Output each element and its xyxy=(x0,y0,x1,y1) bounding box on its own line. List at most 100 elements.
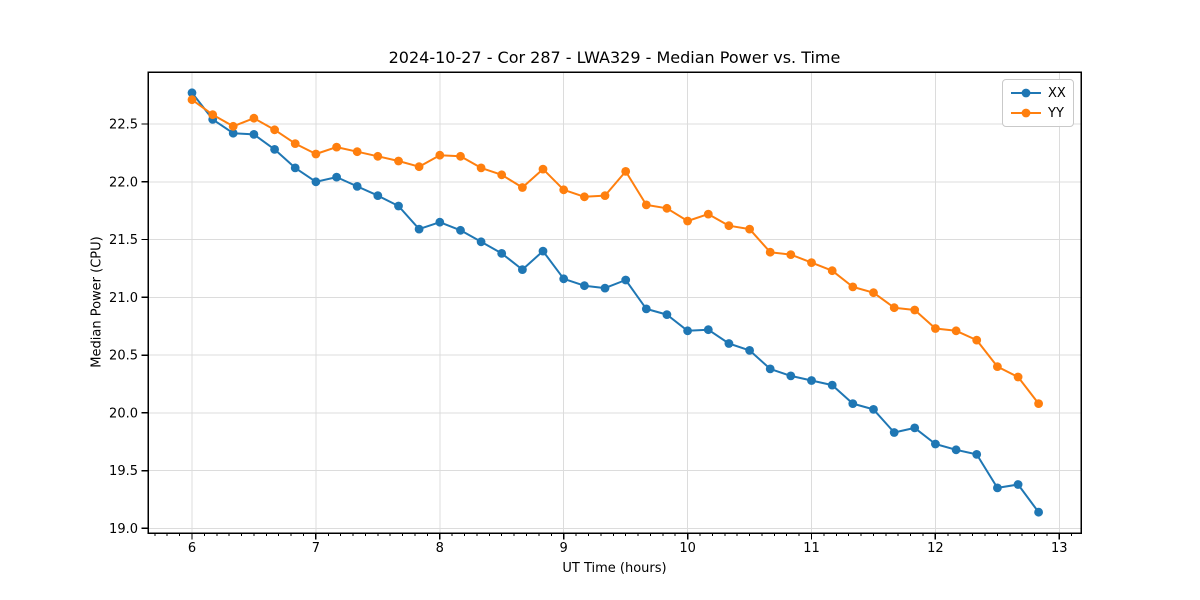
x-tick-label: 6 xyxy=(188,541,196,556)
series-marker-xx xyxy=(476,237,486,247)
series-marker-xx xyxy=(641,304,651,314)
y-tick-label: 20.0 xyxy=(109,406,138,421)
series-marker-xx xyxy=(311,177,321,187)
series-marker-yy xyxy=(249,113,259,123)
series-marker-yy xyxy=(497,170,507,180)
series-marker-xx xyxy=(910,423,920,433)
legend-line-marker-xx-icon xyxy=(1011,88,1041,98)
series-marker-yy xyxy=(848,282,858,292)
series-marker-xx xyxy=(456,225,465,235)
series-marker-yy xyxy=(662,203,672,213)
series-marker-yy xyxy=(290,139,300,149)
series-marker-xx xyxy=(745,346,754,355)
series-marker-xx xyxy=(807,376,816,385)
series-marker-yy xyxy=(910,305,920,315)
legend-item-yy: YY xyxy=(1010,104,1066,122)
x-tick-label: 8 xyxy=(436,541,444,556)
series-marker-yy xyxy=(580,192,589,202)
x-tick-label: 11 xyxy=(803,541,820,556)
series-marker-yy xyxy=(889,303,899,313)
series-marker-xx xyxy=(228,128,238,138)
series-marker-xx xyxy=(435,217,445,227)
series-marker-yy xyxy=(745,224,754,234)
series-marker-yy xyxy=(394,156,403,166)
series-marker-yy xyxy=(972,335,982,345)
series-marker-yy xyxy=(827,266,837,276)
y-tick-label: 20.5 xyxy=(109,349,138,364)
series-marker-yy xyxy=(332,142,341,152)
y-tick-label: 19.5 xyxy=(109,464,138,479)
series-marker-yy xyxy=(414,162,424,172)
series-marker-xx xyxy=(518,265,527,274)
series-marker-yy xyxy=(703,209,713,219)
series-marker-yy xyxy=(807,258,816,267)
x-tick-label: 9 xyxy=(560,541,568,556)
series-marker-yy xyxy=(724,221,734,231)
series-marker-xx xyxy=(683,326,692,336)
series-marker-xx xyxy=(1034,507,1043,517)
series-marker-xx xyxy=(848,399,858,408)
series-marker-yy xyxy=(786,250,796,259)
axes-box xyxy=(147,71,1082,534)
series-marker-xx xyxy=(662,310,672,319)
x-tick-label: 13 xyxy=(1051,541,1068,556)
series-marker-yy xyxy=(311,149,321,159)
series-marker-yy xyxy=(951,326,961,336)
series-marker-xx xyxy=(270,145,279,154)
series-marker-xx xyxy=(931,439,940,449)
series-marker-xx xyxy=(249,130,259,139)
series-marker-yy xyxy=(559,185,569,195)
series-marker-yy xyxy=(869,288,878,298)
series-marker-yy xyxy=(456,151,465,161)
series-marker-xx xyxy=(394,201,403,211)
series-marker-xx xyxy=(724,339,734,348)
series-marker-yy xyxy=(765,247,775,257)
series-line-yy xyxy=(191,98,1040,405)
series-marker-xx xyxy=(1013,480,1023,489)
series-marker-yy xyxy=(373,151,383,161)
series-marker-xx xyxy=(621,275,631,285)
y-tick-label: 22.5 xyxy=(109,118,138,133)
series-marker-xx xyxy=(600,283,610,293)
series-marker-xx xyxy=(290,163,300,173)
series-marker-xx xyxy=(869,405,878,414)
series-marker-xx xyxy=(538,246,548,256)
y-tick-label: 19.0 xyxy=(109,522,138,537)
series-marker-xx xyxy=(993,483,1002,493)
series-marker-yy xyxy=(621,167,631,176)
series-marker-xx xyxy=(786,371,796,381)
series-marker-yy xyxy=(931,324,940,333)
series-marker-xx xyxy=(373,191,383,201)
series-marker-xx xyxy=(765,364,775,374)
series-marker-xx xyxy=(827,380,837,390)
series-marker-xx xyxy=(580,281,589,291)
y-tick-label: 21.0 xyxy=(109,291,138,306)
chart-title: 2024-10-27 - Cor 287 - LWA329 - Median P… xyxy=(388,48,841,67)
series-marker-xx xyxy=(703,325,713,335)
x-tick-label: 10 xyxy=(679,541,696,556)
series-marker-yy xyxy=(1034,399,1043,408)
series-marker-yy xyxy=(270,125,279,135)
legend: XX YY xyxy=(1002,79,1074,127)
series-marker-yy xyxy=(1013,372,1023,382)
series-marker-yy xyxy=(187,95,197,105)
series-marker-yy xyxy=(228,121,238,131)
series-marker-yy xyxy=(600,191,610,201)
series-marker-xx xyxy=(889,428,899,437)
x-axis-label: UT Time (hours) xyxy=(562,561,667,576)
series-marker-xx xyxy=(951,445,961,455)
y-tick-label: 21.5 xyxy=(109,233,138,248)
legend-line-marker-yy-icon xyxy=(1011,108,1041,118)
series-marker-yy xyxy=(538,164,548,174)
y-axis-label: Median Power (CPU) xyxy=(89,236,105,368)
series-marker-xx xyxy=(972,450,982,459)
series-marker-yy xyxy=(208,110,218,120)
series-marker-yy xyxy=(518,183,527,192)
legend-label-xx: XX xyxy=(1048,85,1066,101)
series-marker-yy xyxy=(352,147,362,157)
x-tick-label: 12 xyxy=(927,541,944,556)
series-marker-yy xyxy=(993,362,1002,371)
x-tick-label: 7 xyxy=(312,541,320,556)
